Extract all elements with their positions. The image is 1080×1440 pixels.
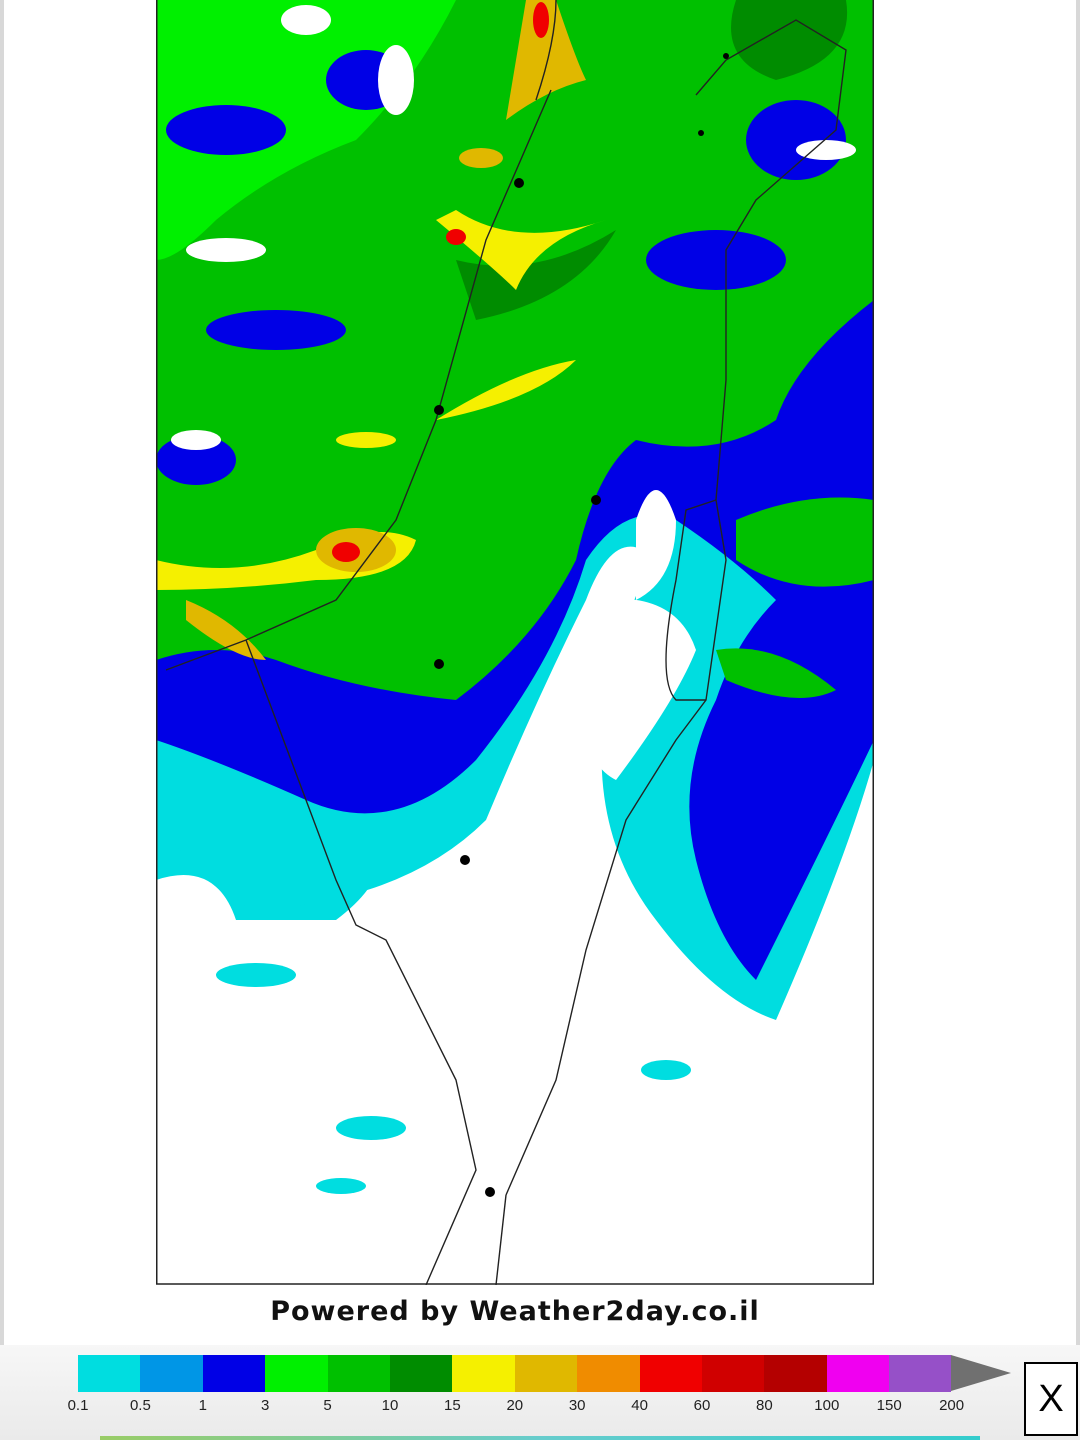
legend-swatch	[140, 1355, 203, 1392]
legend-swatch	[202, 1355, 266, 1392]
legend-label: 10	[381, 1397, 399, 1414]
legend-label: 30	[568, 1397, 586, 1414]
legend-label: 0.5	[129, 1397, 151, 1414]
legend-swatch	[639, 1355, 702, 1392]
legend-swatch	[701, 1355, 765, 1392]
color-legend: 0.1 0.5 1 3 5 10 15 20 30 40 60 80 100 150 200	[0, 1345, 1080, 1440]
legend-label: 40	[631, 1397, 648, 1414]
legend-label: 5	[323, 1397, 332, 1414]
legend-swatch	[452, 1355, 515, 1392]
legend-label: 0.1	[67, 1397, 89, 1414]
legend-labels: 0.1 0.5 1 3 5 10 15 20 30 40 60 80 100 150 200	[68, 1397, 1018, 1421]
legend-swatch	[764, 1355, 827, 1392]
precip-field	[156, 0, 874, 1194]
legend-label: 15	[444, 1397, 461, 1414]
legend-label: 100	[814, 1397, 840, 1414]
borders	[165, 0, 847, 1285]
map-frame	[156, 0, 874, 1285]
screen-edge-right	[1076, 0, 1080, 1440]
legend-swatch	[514, 1355, 578, 1392]
legend-label: 80	[756, 1397, 773, 1414]
legend-label: 200	[939, 1397, 965, 1414]
legend-swatch	[327, 1355, 390, 1392]
legend-color-bar	[78, 1355, 1012, 1392]
powered-by-credit: Powered by Weather2day.co.il	[270, 1296, 760, 1327]
precipitation-map	[156, 0, 874, 1285]
legend-label: 20	[506, 1397, 524, 1414]
legend-swatch	[78, 1355, 141, 1392]
legend-swatch	[389, 1355, 453, 1392]
legend-swatch	[826, 1355, 890, 1392]
close-button[interactable]: X	[1024, 1362, 1078, 1436]
legend-label: 1	[198, 1397, 207, 1414]
legend-swatch	[889, 1355, 952, 1392]
legend-label: 3	[261, 1397, 270, 1414]
city-markers	[434, 53, 729, 1197]
legend-swatch	[577, 1355, 640, 1392]
legend-label: 60	[693, 1397, 711, 1414]
screen-edge-left	[0, 0, 4, 1440]
legend-overflow-arrow	[951, 1355, 1012, 1391]
legend-swatch	[265, 1355, 328, 1392]
legend-label: 150	[876, 1397, 902, 1414]
underlying-page-strip	[100, 1436, 980, 1440]
